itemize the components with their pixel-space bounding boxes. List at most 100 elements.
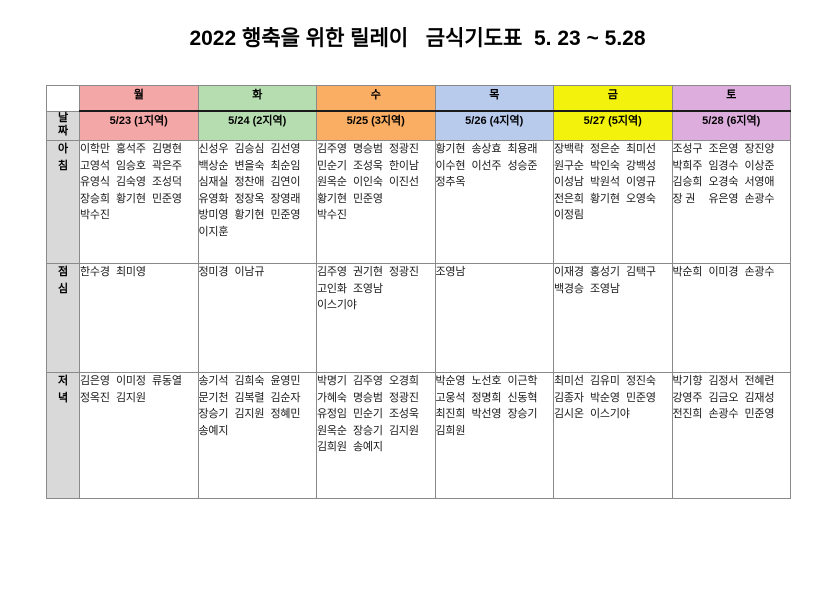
date-cell-2: 5/25 (3지역) [316,110,436,141]
person-name: 정미경 [198,266,229,278]
person-name: 최미선 [626,143,656,155]
name-line: 장백락 정은순 최미선 [554,141,672,158]
person-name: 가혜숙 [317,391,347,404]
date-header-row: 날 짜 5/23 (1지역) 5/24 (2지역) 5/25 (3지역) 5/26 (4지… [46,110,791,141]
person-name: 김희원 [435,424,466,437]
person-name: 유정임 [317,408,347,420]
corner-blank-cell [46,85,80,112]
person-name: 박인숙 [590,159,620,172]
meal-label-char: 아 [57,143,69,155]
person-name: 송예지 [353,441,383,453]
person-name: 전은희 [554,192,584,205]
meal-row: 아 침 이학만 홍석주 김명현 고영석 임승호 곽은주 유영식 김숙영 조성덕 장승희 황기현 민준영 박수… [46,140,791,264]
person-name: 이근학 [507,375,538,387]
name-line: 조영남 [436,264,554,281]
person-name: 김종자 [554,391,584,404]
person-name: 정광진 [389,391,419,404]
person-name: 정찬애 [234,176,265,188]
names-cell: 김은영 이미정 류동열 정옥진 김지원 [79,372,199,499]
person-name: 박수진 [80,209,110,221]
name-line: 민순기 조성욱 한이남 [317,158,435,175]
person-name: 조영남 [435,266,466,278]
name-line: 유정임 민순기 조성욱 [317,406,435,423]
person-name: 민순기 [353,408,383,420]
person-name: 한이남 [389,159,419,172]
names-cell: 조영남 [434,263,554,373]
person-name: 조성욱 [353,159,383,172]
person-name: 이정림 [554,209,584,221]
names-cell: 김주영 명승범 정광진 민순기 조성욱 한이남 원옥순 이인숙 이진선 황기현 민준영 박수진 [316,140,436,264]
person-name: 조성욱 [389,408,419,420]
person-name: 조영남 [353,282,383,295]
name-line: 김종자 박순영 민준영 [554,390,672,407]
person-name: 이재경 [554,266,584,278]
name-line: 이수현 이선주 성승준 [436,158,554,175]
person-name: 황기현 [590,192,620,205]
person-name: 장영래 [270,192,301,205]
name-line: 박순희 이미경 손광수 [673,264,791,281]
person-name: 김복렬 [234,391,265,404]
names-cell: 정미경 이남규 [197,263,317,373]
person-name: 정광진 [389,143,419,155]
name-line: 김시온 이스기야 [554,406,672,423]
person-name: 최미영 [116,266,146,278]
date-cell-3: 5/26 (4지역) [434,110,554,141]
names-cell: 박순영 노선호 이근학 고웅석 정명희 신동혁 최진희 박선영 장승기 김희원 [434,372,554,499]
name-line: 김은영 이미정 류동열 [80,373,198,390]
page-title: 2022 행축을 위한 릴레이 금식기도표 5. 23 ~ 5.28 [189,27,646,50]
person-name: 김주영 [353,375,383,387]
name-line: 백경승 조영남 [554,281,672,298]
person-name: 심재실 [198,176,229,188]
person-name: 장승기 [353,424,383,437]
person-name: 조성덕 [152,176,182,188]
name-line: 황기현 민준영 [317,191,435,208]
meal-row: 저 녁 김은영 이미정 류동열 정옥진 김지원 송기석 김희숙 윤영민 문기천 김복렬 김순자 장승기 김지… [46,372,791,499]
weekday-name-4: 금 [553,85,673,112]
person-name: 박순영 [590,391,620,404]
person-name: 신동혁 [507,391,538,404]
person-name: 조영남 [590,282,620,295]
person-name: 민준영 [744,408,775,420]
person-name: 신성우 [198,143,229,155]
name-line: 방미영 황기현 민준영 [199,207,317,224]
names-cell: 박명기 김주영 오경희 가혜숙 명승범 정광진 유정임 민순기 조성욱 원옥순 장승기 김지원 김희원 송… [316,372,436,499]
name-line: 박명기 김주영 오경희 [317,373,435,390]
person-name: 명승범 [353,143,383,155]
person-name: 이미경 [708,266,739,278]
meal-label-char: 침 [57,160,69,172]
person-name: 박원석 [590,176,620,188]
person-name: 김연이 [270,176,301,188]
name-line: 이학만 홍석주 김명현 [80,141,198,158]
meal-row: 점 심 한수경 최미영 정미경 이남규 김주영 권기현 정광진 고인화 조영남 이스기야 조영남 이재경 홍… [46,263,791,373]
names-cell: 박기향 김정서 전혜련 강영주 김금오 김재성 전진희 손광수 민준영 [671,372,791,499]
name-line: 고웅석 정명희 신동혁 [436,390,554,407]
person-name: 조성구 [672,143,703,155]
person-name: 성승준 [507,159,538,172]
person-name: 최미선 [554,375,584,387]
person-name: 이성남 [554,176,584,188]
names-cell: 김주영 권기현 정광진 고인화 조영남 이스기야 [316,263,436,373]
name-line: 송기석 김희숙 윤영민 [199,373,317,390]
name-line: 이성남 박원석 이영규 [554,174,672,191]
names-cell: 신성우 김승심 김선영 백상순 변을숙 최순임 심재실 정찬애 김연이 유영화 정장옥 장영래 방미영 황… [197,140,317,264]
name-line: 장 권 유은영 손광수 [673,191,791,208]
person-name: 변을숙 [234,159,265,172]
person-name: 박순영 [435,375,466,387]
name-line: 이정림 [554,207,672,224]
names-cell: 한수경 최미영 [79,263,199,373]
names-cell: 송기석 김희숙 윤영민 문기천 김복렬 김순자 장승기 김지원 정혜민 송예지 [197,372,317,499]
name-line: 박수진 [80,207,198,224]
person-name: 장승기 [198,408,229,420]
names-cell: 장백락 정은순 최미선 원구순 박인숙 강백성 이성남 박원석 이영규 전은희 황기현 오영숙 이정림 [553,140,673,264]
person-name: 최순임 [270,159,301,172]
person-name: 박순희 [672,266,703,278]
date-label-char: 짜 [57,124,69,137]
person-name: 서영애 [744,176,775,188]
person-name: 이수현 [435,159,466,172]
date-label-char: 날 [57,111,69,124]
person-name: 유영식 [80,176,110,188]
